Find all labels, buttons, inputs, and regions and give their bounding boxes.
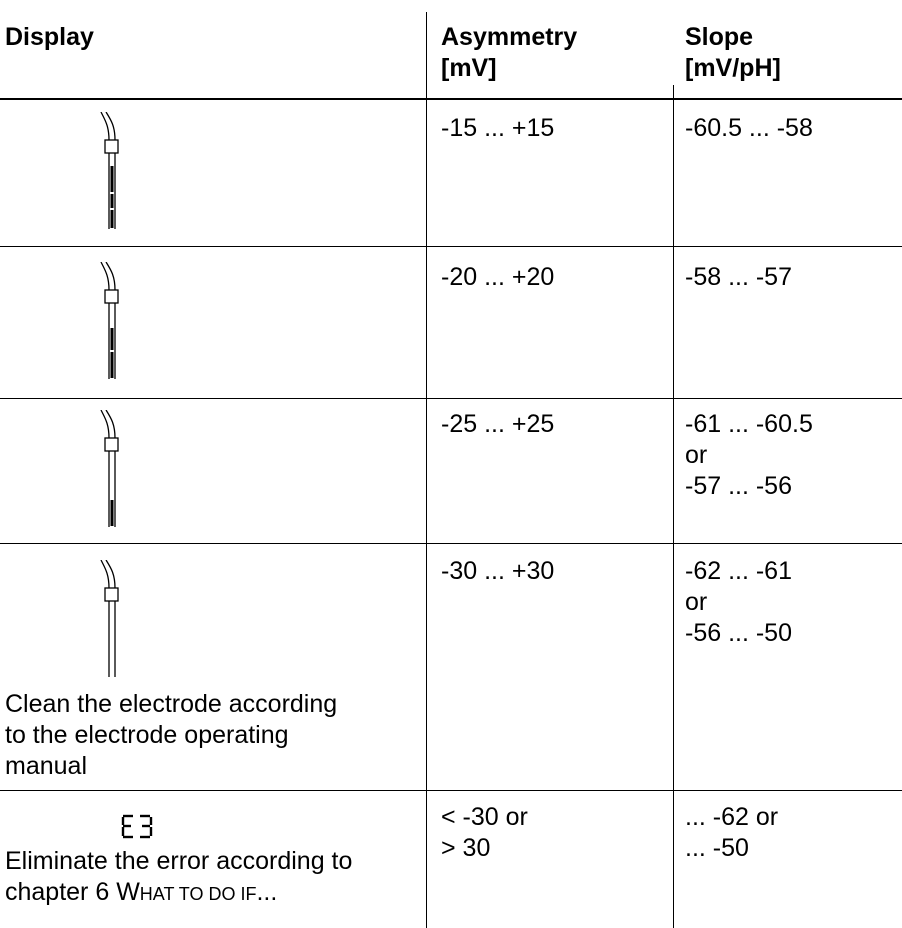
electrode-icon bbox=[95, 410, 135, 530]
row-rule-2 bbox=[0, 398, 902, 399]
row3-slope: -61 ... -60.5 or -57 ... -56 bbox=[685, 409, 813, 502]
row5-text-line2: chapter 6 WHAT TO DO IF... bbox=[5, 877, 352, 910]
row4-slope: -62 ... -61 or -56 ... -50 bbox=[685, 556, 792, 649]
lcd-e3-icon bbox=[121, 814, 155, 840]
row3-asymmetry: -25 ... +25 bbox=[441, 409, 554, 440]
row-rule-4 bbox=[0, 790, 902, 791]
electrode-icon bbox=[95, 262, 135, 382]
row5-display-text: Eliminate the error according to chapter… bbox=[5, 846, 352, 910]
row4-display-text: Clean the electrode according to the ele… bbox=[5, 689, 337, 782]
header-asymmetry: Asymmetry [mV] bbox=[441, 22, 577, 84]
row4-asymmetry: -30 ... +30 bbox=[441, 556, 554, 587]
row1-slope: -60.5 ... -58 bbox=[685, 113, 813, 144]
header-slope: Slope [mV/pH] bbox=[685, 22, 781, 84]
column-divider-2 bbox=[673, 85, 674, 928]
row-rule-1 bbox=[0, 246, 902, 247]
row-rule-3 bbox=[0, 543, 902, 544]
row5-asymmetry: < -30 or > 30 bbox=[441, 802, 528, 864]
row2-asymmetry: -20 ... +20 bbox=[441, 262, 554, 293]
chapter-link[interactable]: WHAT TO DO IF bbox=[116, 878, 256, 906]
row5-slope: ... -62 or ... -50 bbox=[685, 802, 778, 864]
electrode-icon bbox=[95, 112, 135, 232]
row1-asymmetry: -15 ... +15 bbox=[441, 113, 554, 144]
header-rule bbox=[0, 98, 902, 100]
row2-slope: -58 ... -57 bbox=[685, 262, 792, 293]
header-display: Display bbox=[5, 22, 94, 53]
row5-text-line1: Eliminate the error according to bbox=[5, 846, 352, 877]
electrode-icon bbox=[95, 560, 135, 680]
